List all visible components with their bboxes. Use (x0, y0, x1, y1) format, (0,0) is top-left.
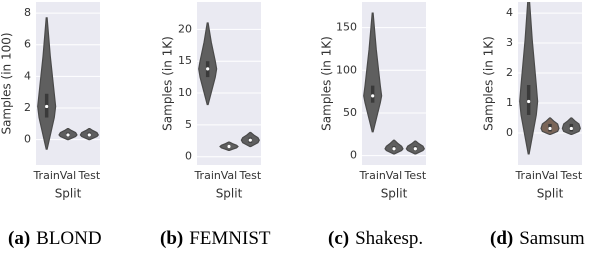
caption-label: (c) (328, 228, 349, 249)
violin-median (413, 147, 417, 151)
violin-median (227, 144, 231, 149)
x-tick-label: Val (386, 169, 402, 182)
y-axis-label: Samples (in 1K) (482, 36, 496, 131)
violin-body (363, 12, 383, 133)
y-tick-label: 4 (506, 6, 513, 19)
y-tick-label: 8 (24, 6, 31, 19)
violin-median (87, 133, 91, 137)
caption-label: (b) (160, 228, 183, 249)
y-tick-label: 0 (185, 150, 192, 163)
violin-body (519, 2, 539, 155)
x-tick-label: Test (238, 169, 261, 182)
x-tick-label: Test (77, 169, 100, 182)
y-tick-label: 150 (336, 21, 357, 34)
y-tick-label: 2 (24, 101, 31, 114)
caption-text: Shakesp. (355, 228, 423, 249)
x-axis-label: Split (55, 187, 82, 201)
caption-text: Samsum (519, 228, 585, 249)
y-tick-label: 15 (178, 54, 192, 67)
y-tick-label: 0 (24, 133, 31, 146)
violin-median (569, 126, 573, 131)
violin-median (548, 126, 552, 131)
x-tick-label: Train (32, 169, 59, 182)
y-tick-label: 10 (178, 86, 192, 99)
y-axis-label: Samples (in 100) (0, 32, 14, 134)
x-tick-label: Train (193, 169, 220, 182)
x-tick-label: Val (60, 169, 76, 182)
x-tick-label: Train (514, 169, 541, 182)
x-tick-label: Test (559, 169, 582, 182)
x-tick-label: Val (542, 169, 558, 182)
caption: (d) Samsum (490, 228, 585, 249)
x-tick-label: Test (403, 169, 426, 182)
x-axis-label: Split (216, 187, 243, 201)
caption: (a) BLOND (8, 228, 102, 249)
violin-median (45, 104, 49, 109)
y-tick-label: 4 (24, 69, 31, 82)
violin-median (392, 147, 396, 151)
caption-text: BLOND (36, 228, 101, 249)
y-tick-label: 0 (350, 149, 357, 162)
violin-median (371, 94, 375, 98)
y-tick-label: 50 (343, 106, 357, 119)
y-tick-label: 20 (178, 22, 192, 35)
plot-marks (519, 2, 581, 155)
y-tick-label: 6 (24, 38, 31, 51)
caption-label: (a) (8, 228, 30, 249)
plot-marks (37, 17, 100, 150)
caption-text: FEMNIST (189, 228, 271, 249)
y-tick-label: 3 (506, 36, 513, 49)
x-axis-label: Split (381, 187, 408, 201)
x-tick-label: Train (358, 169, 385, 182)
y-tick-label: 5 (185, 118, 192, 131)
y-axis-label: Samples (in 1K) (320, 36, 334, 131)
y-tick-label: 100 (336, 63, 357, 76)
caption: (c) Shakesp. (328, 228, 423, 249)
violin-median (206, 67, 210, 71)
y-tick-label: 2 (506, 66, 513, 79)
violin-body (37, 17, 57, 150)
plot-marks (198, 22, 260, 151)
violin-median (527, 99, 531, 104)
y-axis-label: Samples (in 1K) (161, 36, 175, 131)
violin-median (248, 138, 252, 142)
x-axis-label: Split (537, 187, 564, 201)
y-tick-label: 1 (506, 96, 513, 109)
plot-marks (363, 12, 426, 155)
violin-median (66, 133, 70, 137)
y-tick-label: 0 (506, 126, 513, 139)
caption-label: (d) (490, 228, 513, 249)
x-tick-label: Val (221, 169, 237, 182)
caption: (b) FEMNIST (160, 228, 271, 249)
